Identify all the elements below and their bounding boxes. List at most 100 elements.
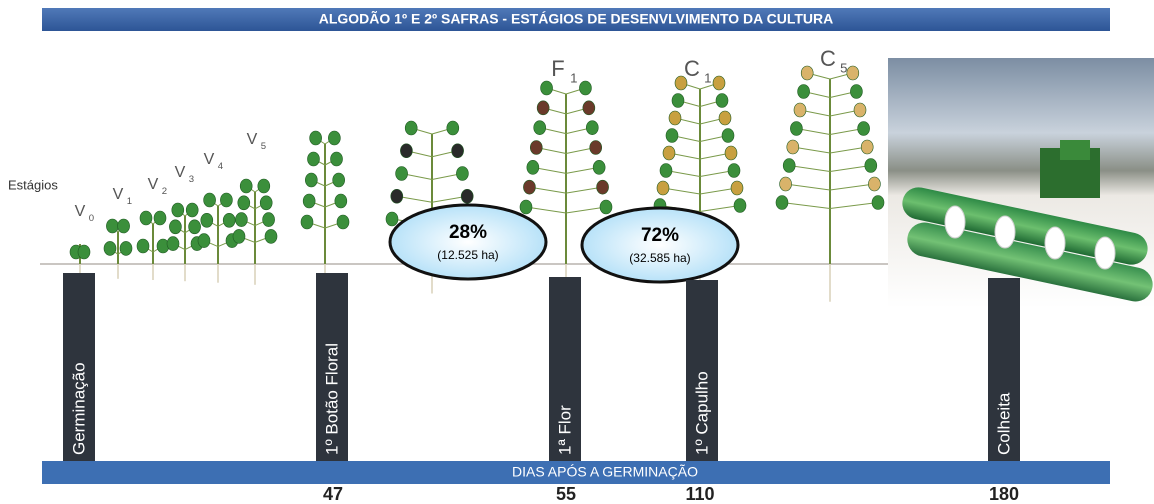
leaf [779, 176, 792, 192]
leaf [846, 65, 860, 81]
stage-sub: 4 [218, 161, 224, 172]
leaf [579, 80, 592, 96]
leaf [404, 120, 418, 136]
leaf [790, 121, 803, 136]
branch [829, 165, 871, 172]
leaf [599, 199, 613, 215]
leaf [456, 166, 469, 181]
stage-letter: V [113, 186, 124, 203]
branch [785, 183, 831, 191]
leaf [585, 120, 599, 135]
leaf [330, 151, 343, 167]
harvest-photo [888, 58, 1154, 308]
phase-bar [988, 278, 1020, 461]
leaf [775, 195, 789, 210]
leaf [257, 178, 271, 194]
leaf [871, 195, 885, 210]
stage-letter: C [684, 56, 700, 81]
leaf [332, 172, 345, 188]
leaf [139, 210, 153, 226]
leaf [782, 158, 796, 173]
stage-sub: 1 [704, 70, 711, 85]
leaf [730, 180, 744, 196]
share-bubble [388, 203, 548, 281]
leaf [385, 211, 399, 227]
phase-label: 1º Botão Floral [322, 343, 341, 455]
leaf [169, 219, 182, 235]
stage-sub: 2 [162, 186, 167, 197]
day-label: 110 [685, 484, 714, 504]
leaf [262, 212, 275, 227]
branch [781, 202, 831, 209]
leaf [718, 110, 732, 126]
leaf [307, 151, 320, 167]
leaf [153, 210, 167, 226]
leaf [106, 218, 119, 234]
stage-sub: 0 [89, 213, 94, 224]
share-area: (12.525 ha) [437, 248, 498, 262]
stage-letter: F [551, 56, 564, 81]
footer-bar [42, 461, 1110, 484]
leaf [589, 140, 603, 155]
leaf [582, 100, 596, 116]
leaf [395, 166, 408, 181]
leaf [309, 130, 322, 146]
branch [525, 206, 567, 214]
leaf [188, 219, 201, 235]
branch [565, 206, 607, 214]
leaf [793, 102, 807, 118]
phase-label: Germinação [69, 362, 88, 455]
leaf [529, 140, 543, 155]
leaf [239, 178, 253, 194]
footer-label: DIAS APÓS A GERMINAÇÃO [512, 464, 698, 480]
leaf [596, 179, 609, 195]
leaf [860, 139, 874, 155]
leaf [674, 75, 688, 91]
branch [829, 202, 879, 209]
leaf [197, 233, 211, 248]
stage-letter: V [247, 131, 258, 148]
leaf [868, 176, 881, 192]
leaf [850, 84, 863, 99]
phase-bar [549, 277, 581, 461]
day-label: 180 [989, 484, 1019, 504]
branch [699, 205, 741, 212]
leaf [166, 236, 180, 251]
title-bar [42, 8, 1110, 31]
stage-sub: 1 [570, 70, 577, 85]
stage-letter: C [820, 46, 836, 71]
phase-bar [686, 280, 718, 461]
leaf [220, 192, 233, 208]
phase-bar [63, 273, 95, 461]
leaf [302, 193, 316, 209]
stage-sub: 5 [840, 60, 847, 75]
phase-label: 1º Capulho [692, 371, 711, 455]
leaf [671, 93, 685, 108]
stage-letter: V [75, 203, 86, 220]
leaf [662, 145, 676, 161]
leaf [336, 214, 350, 230]
stage-sub: 1 [127, 196, 132, 207]
leaf [171, 202, 185, 218]
day-label: 55 [556, 484, 576, 504]
leaf [235, 212, 248, 227]
stage-sub: 5 [261, 141, 266, 152]
leaf [451, 143, 464, 159]
leaf [117, 218, 130, 234]
share-percent: 28% [449, 222, 487, 243]
leaf [668, 110, 682, 126]
stage-letter: V [175, 164, 186, 181]
leaf [665, 128, 679, 143]
leaf [300, 214, 314, 230]
stage-sub: 3 [189, 174, 194, 185]
stage-letter: V [148, 176, 159, 193]
leaf [721, 128, 735, 143]
share-percent: 72% [641, 225, 679, 246]
leaf [724, 145, 738, 161]
leaf [119, 241, 133, 256]
leaf [523, 179, 536, 195]
leaf [334, 193, 348, 209]
leaf [446, 120, 460, 136]
leaf [200, 213, 214, 228]
